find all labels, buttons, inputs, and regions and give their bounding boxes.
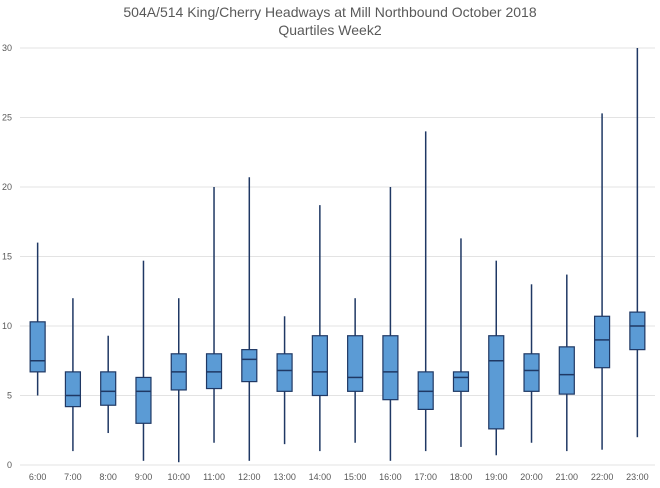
- box-20:00: [523, 284, 540, 443]
- box-iqr: [135, 376, 152, 424]
- y-tick-label: 20: [2, 182, 12, 192]
- gridlines: [20, 47, 655, 466]
- box-iqr: [64, 371, 82, 408]
- box-7:00: [64, 298, 82, 452]
- box-18:00: [452, 238, 470, 447]
- box-16:00: [382, 187, 399, 461]
- box-15:00: [347, 298, 364, 443]
- x-tick-label: 21:00: [556, 472, 579, 482]
- x-tick-label: 16:00: [379, 472, 402, 482]
- box-iqr: [593, 315, 611, 369]
- x-tick-label: 9:00: [135, 472, 153, 482]
- x-tick-label: 19:00: [485, 472, 508, 482]
- box-10:00: [170, 298, 187, 463]
- box-22:00: [593, 113, 611, 450]
- box-iqr: [382, 335, 399, 401]
- x-tick-label: 20:00: [520, 472, 543, 482]
- chart-title: 504A/514 King/Cherry Headways at Mill No…: [123, 4, 536, 20]
- box-11:00: [205, 187, 223, 443]
- x-tick-label: 15:00: [344, 472, 367, 482]
- x-tick-label: 18:00: [450, 472, 473, 482]
- box-iqr: [276, 353, 293, 392]
- box-14:00: [311, 205, 328, 452]
- y-axis-ticks: 0 5 10 15 20 25 30: [2, 43, 12, 470]
- box-6:00: [29, 242, 46, 396]
- box-series: [29, 48, 646, 463]
- box-9:00: [135, 260, 152, 461]
- box-19:00: [488, 260, 505, 456]
- box-iqr: [523, 353, 540, 392]
- x-tick-label: 17:00: [414, 472, 437, 482]
- x-tick-label: 7:00: [64, 472, 82, 482]
- chart-subtitle: Quartiles Week2: [278, 22, 381, 38]
- box-iqr: [241, 349, 258, 383]
- x-tick-label: 6:00: [29, 472, 47, 482]
- y-tick-label: 0: [7, 460, 12, 470]
- box-iqr: [488, 335, 505, 430]
- y-tick-label: 30: [2, 43, 12, 53]
- x-tick-label: 12:00: [238, 472, 261, 482]
- x-tick-label: 22:00: [591, 472, 614, 482]
- box-iqr: [629, 311, 646, 351]
- x-axis-ticks: 6:00 7:00 8:00 9:00 10:00 11:00 12:00 13:00 14:0…: [29, 472, 649, 482]
- box-iqr: [311, 335, 328, 397]
- box-13:00: [276, 316, 293, 445]
- y-tick-label: 5: [7, 391, 12, 401]
- y-tick-label: 10: [2, 321, 12, 331]
- box-iqr: [558, 346, 575, 395]
- box-21:00: [558, 274, 575, 452]
- y-tick-label: 15: [2, 252, 12, 262]
- x-tick-label: 8:00: [99, 472, 117, 482]
- x-tick-label: 10:00: [167, 472, 190, 482]
- box-iqr: [100, 371, 117, 406]
- x-tick-label: 23:00: [626, 472, 649, 482]
- x-tick-label: 11:00: [203, 472, 225, 482]
- box-iqr: [29, 321, 46, 373]
- box-iqr: [347, 335, 364, 392]
- box-iqr: [452, 371, 470, 392]
- box-17:00: [417, 131, 434, 452]
- x-tick-label: 14:00: [309, 472, 332, 482]
- x-tick-label: 13:00: [273, 472, 296, 482]
- box-12:00: [241, 177, 258, 461]
- y-tick-label: 25: [2, 113, 12, 123]
- box-23:00: [629, 48, 646, 438]
- box-8:00: [100, 335, 117, 434]
